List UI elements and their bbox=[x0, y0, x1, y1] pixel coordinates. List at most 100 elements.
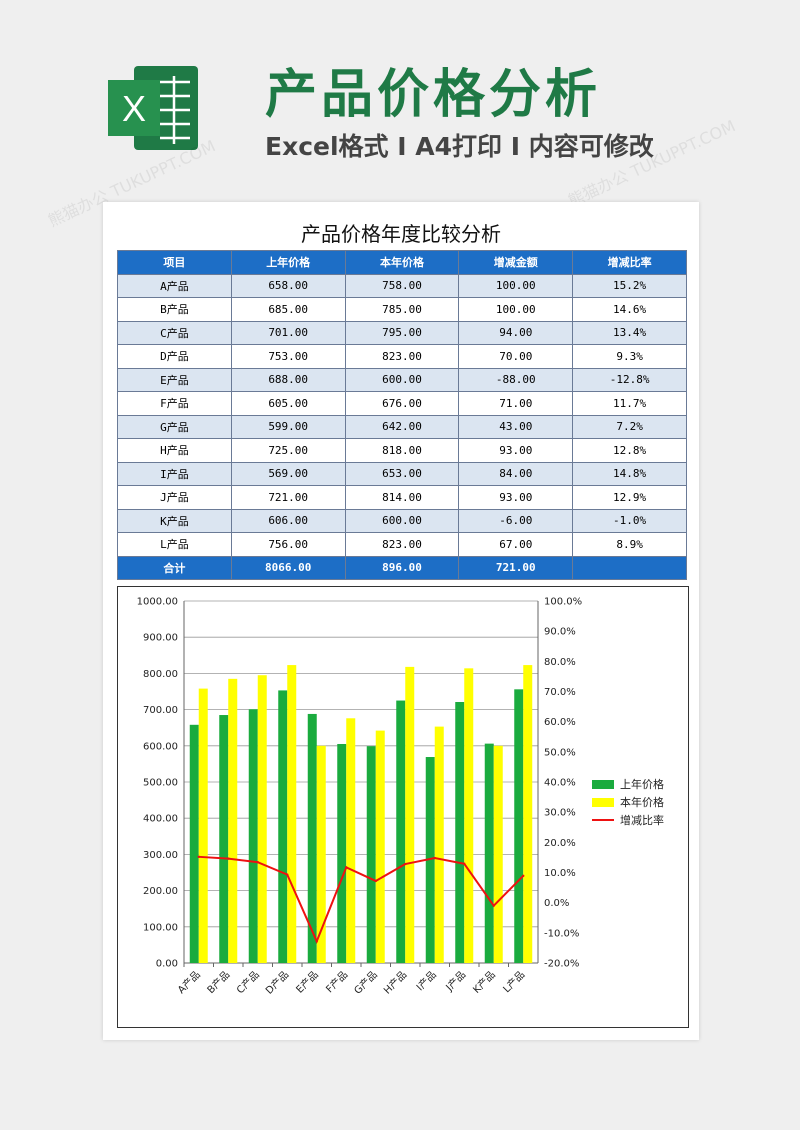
spreadsheet-page: 产品价格年度比较分析 项目 上年价格 本年价格 增减金额 增减比率 A产品 658… bbox=[103, 202, 699, 1040]
y2-tick-label: 0.0% bbox=[544, 898, 569, 909]
table-cell: 642.00 bbox=[344, 414, 460, 439]
table-row: K产品 606.00 600.00 -6.00 -1.0% bbox=[117, 508, 687, 533]
x-tick-label: C产品 bbox=[234, 968, 262, 996]
column-header: 项目 bbox=[117, 250, 232, 275]
x-tick-label: L产品 bbox=[500, 968, 527, 995]
table-cell: 93.00 bbox=[458, 485, 574, 510]
table-row: H产品 725.00 818.00 93.00 12.8% bbox=[117, 438, 687, 463]
bar-prev-year bbox=[455, 701, 465, 963]
bar-curr-year bbox=[464, 668, 474, 963]
table-cell: 600.00 bbox=[344, 367, 460, 392]
y-tick-label: 200.00 bbox=[143, 886, 178, 897]
table-cell: D产品 bbox=[117, 344, 232, 369]
table-cell: 12.8% bbox=[572, 438, 687, 463]
rate-line bbox=[198, 855, 524, 944]
table-row: J产品 721.00 814.00 93.00 12.9% bbox=[117, 485, 687, 510]
y-tick-label: 800.00 bbox=[143, 669, 178, 680]
rate-point bbox=[227, 857, 230, 860]
table-cell: -1.0% bbox=[572, 508, 687, 533]
x-tick-label: A产品 bbox=[175, 968, 203, 996]
bar-curr-year bbox=[346, 718, 356, 963]
total-cell: 8066.00 bbox=[230, 555, 346, 580]
table-cell: L产品 bbox=[117, 532, 232, 557]
y2-tick-label: 80.0% bbox=[544, 657, 576, 668]
table-row: L产品 756.00 823.00 67.00 8.9% bbox=[117, 532, 687, 557]
page-subtitle: Excel格式 Ⅰ A4打印 Ⅰ 内容可修改 bbox=[265, 132, 654, 161]
total-cell bbox=[572, 555, 687, 580]
y2-tick-label: 30.0% bbox=[544, 808, 576, 819]
table-cell: 599.00 bbox=[230, 414, 346, 439]
table-row: E产品 688.00 600.00 -88.00 -12.8% bbox=[117, 367, 687, 392]
legend-label: 本年价格 bbox=[620, 796, 664, 809]
total-cell: 721.00 bbox=[458, 555, 574, 580]
rate-point bbox=[374, 879, 377, 883]
table-cell: 676.00 bbox=[344, 391, 460, 416]
table-cell: -6.00 bbox=[458, 508, 574, 533]
x-tick-label: E产品 bbox=[293, 968, 321, 996]
bar-curr-year bbox=[375, 730, 385, 963]
table-cell: 71.00 bbox=[458, 391, 574, 416]
bar-prev-year bbox=[396, 700, 406, 963]
rate-point bbox=[522, 874, 525, 878]
y2-tick-label: 20.0% bbox=[544, 838, 576, 849]
sheet-title: 产品价格年度比较分析 bbox=[301, 222, 501, 246]
table-cell: 823.00 bbox=[344, 532, 460, 557]
table-cell: 13.4% bbox=[572, 320, 687, 345]
y2-tick-label: 10.0% bbox=[544, 868, 576, 879]
table-cell: 600.00 bbox=[344, 508, 460, 533]
rate-point bbox=[345, 866, 348, 869]
table-cell: 14.6% bbox=[572, 297, 687, 322]
rate-point bbox=[256, 861, 259, 864]
bar-curr-year bbox=[198, 688, 208, 963]
table-row: B产品 685.00 785.00 100.00 14.6% bbox=[117, 297, 687, 322]
total-cell: 896.00 bbox=[344, 555, 460, 580]
y2-tick-label: -20.0% bbox=[544, 959, 579, 970]
table-cell: 795.00 bbox=[344, 320, 460, 345]
rate-point bbox=[315, 940, 318, 943]
bar-curr-year bbox=[228, 678, 238, 963]
bar-prev-year bbox=[189, 724, 199, 963]
table-cell: E产品 bbox=[117, 367, 232, 392]
table-cell: 701.00 bbox=[230, 320, 346, 345]
y-tick-label: 300.00 bbox=[143, 850, 178, 861]
table-cell: 84.00 bbox=[458, 461, 574, 486]
y2-tick-label: 90.0% bbox=[544, 627, 576, 638]
table-cell: 14.8% bbox=[572, 461, 687, 486]
bar-curr-year bbox=[405, 666, 415, 963]
x-tick-label: G产品 bbox=[351, 968, 380, 997]
bar-prev-year bbox=[484, 743, 494, 963]
column-header: 本年价格 bbox=[344, 250, 460, 275]
y-tick-label: 700.00 bbox=[143, 705, 178, 716]
table-cell: -12.8% bbox=[572, 367, 687, 392]
logo-letter: X bbox=[122, 88, 146, 129]
chart-legend: 上年价格 本年价格 增减比率 bbox=[592, 775, 664, 829]
x-tick-label: K产品 bbox=[470, 968, 498, 996]
x-tick-label: I产品 bbox=[413, 968, 438, 993]
bar-prev-year bbox=[219, 715, 229, 963]
y-tick-label: 400.00 bbox=[143, 814, 178, 825]
table-row: C产品 701.00 795.00 94.00 13.4% bbox=[117, 320, 687, 345]
table-cell: 43.00 bbox=[458, 414, 574, 439]
total-row: 合计 8066.00 896.00 721.00 bbox=[117, 555, 687, 580]
table-row: G产品 599.00 642.00 43.00 7.2% bbox=[117, 414, 687, 439]
table-cell: J产品 bbox=[117, 485, 232, 510]
x-tick-label: B产品 bbox=[204, 968, 232, 996]
bar-curr-year bbox=[434, 726, 444, 963]
table-cell: 70.00 bbox=[458, 344, 574, 369]
rate-point bbox=[404, 862, 407, 866]
table-cell: K产品 bbox=[117, 508, 232, 533]
rate-point bbox=[286, 873, 289, 876]
table-row: I产品 569.00 653.00 84.00 14.8% bbox=[117, 461, 687, 486]
price-table: 项目 上年价格 本年价格 增减金额 增减比率 A产品 658.00 758.00 10… bbox=[117, 250, 687, 580]
table-cell: 756.00 bbox=[230, 532, 346, 557]
legend-swatch bbox=[592, 819, 614, 821]
table-cell: 818.00 bbox=[344, 438, 460, 463]
table-cell: F产品 bbox=[117, 391, 232, 416]
table-cell: I产品 bbox=[117, 461, 232, 486]
y-tick-label: 500.00 bbox=[143, 778, 178, 789]
table-cell: 7.2% bbox=[572, 414, 687, 439]
table-cell: 9.3% bbox=[572, 344, 687, 369]
x-tick-label: D产品 bbox=[263, 968, 292, 997]
table-row: D产品 753.00 823.00 70.00 9.3% bbox=[117, 344, 687, 369]
table-cell: 12.9% bbox=[572, 485, 687, 510]
